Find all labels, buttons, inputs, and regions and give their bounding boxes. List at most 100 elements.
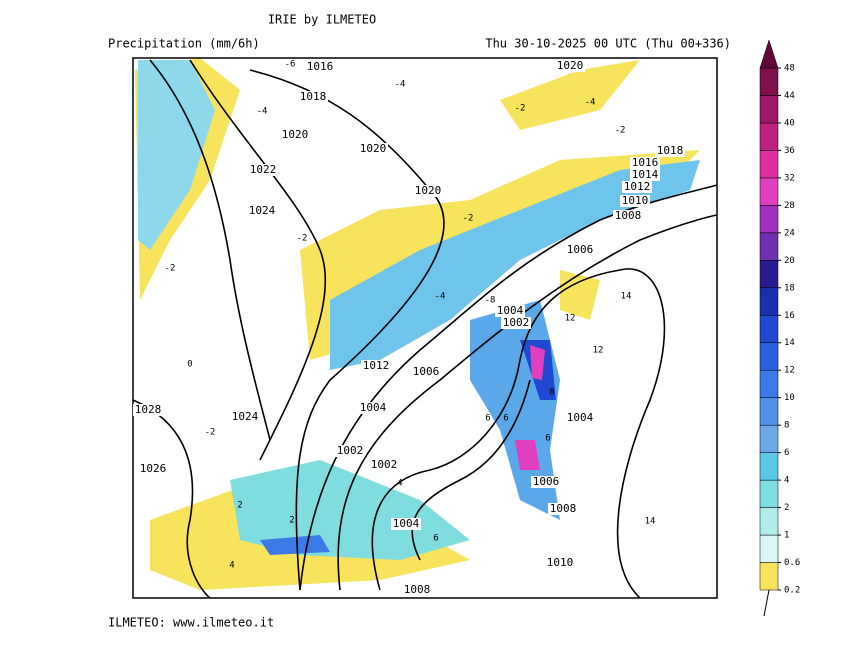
map	[132, 57, 718, 599]
label-bg	[630, 157, 660, 169]
label-bg	[305, 61, 335, 73]
label-bg	[495, 305, 525, 317]
isobar	[189, 59, 327, 461]
isobar-label: 1004	[360, 401, 387, 414]
colorbar-band	[759, 479, 779, 508]
contour-label: 4	[397, 479, 402, 489]
colorbar-label: 0.6	[784, 558, 800, 568]
contour-label: -4	[257, 107, 268, 117]
contour-label: 4	[229, 561, 234, 571]
colorbar-label: 20	[784, 256, 795, 266]
colorbar-label: 6	[784, 448, 789, 458]
isobar-label: 1004	[567, 411, 594, 424]
contour-label: 2	[237, 501, 242, 511]
isobar-label: 1018	[300, 90, 327, 103]
contour-label: -2	[615, 126, 626, 136]
isobar-label: 1004	[497, 304, 524, 317]
label-bg	[613, 210, 643, 222]
colorbar-band	[759, 232, 779, 261]
colorbar-band	[759, 452, 779, 481]
contour-label: 8	[549, 388, 554, 398]
map-frame	[132, 57, 718, 599]
isobar	[371, 268, 666, 599]
colorbar-label: 36	[784, 146, 795, 156]
colorbar-band	[759, 369, 779, 398]
label-bg	[545, 557, 575, 569]
isobar-label: 1004	[393, 517, 420, 530]
isobar-label: 1028	[135, 403, 162, 416]
label-bg	[501, 317, 531, 329]
colorbar-band	[759, 342, 779, 371]
colorbar-label: 1	[784, 531, 789, 541]
contour-label: 6	[503, 414, 508, 424]
contour-label: -6	[285, 60, 296, 70]
colorbar-label: 24	[784, 228, 795, 238]
isobar-label: 1012	[363, 359, 390, 372]
colorbar-label: 4	[784, 476, 789, 486]
isobar	[132, 399, 211, 599]
colorbar-label: 18	[784, 283, 795, 293]
colorbar-label: 0.2	[784, 586, 800, 596]
colorbar-band	[759, 205, 779, 234]
contour-label: 6	[433, 534, 438, 544]
label-bg	[138, 463, 168, 475]
isobar-label: 1002	[371, 458, 398, 471]
colorbar-band	[759, 122, 779, 151]
label-bg	[548, 503, 578, 515]
label-bg	[298, 91, 328, 103]
colorbar-label: 14	[784, 338, 795, 348]
colorbar-label: 10	[784, 393, 795, 403]
isobar-label: 1008	[550, 502, 577, 515]
contour-label: 14	[645, 517, 656, 527]
isobar-label: 1016	[307, 60, 334, 73]
credit: ILMETEO: www.ilmeteo.it	[108, 616, 274, 630]
label-bg	[358, 143, 388, 155]
label-bg	[413, 185, 443, 197]
colorbar-label: 48	[784, 64, 795, 74]
contour-label: 12	[565, 314, 576, 324]
label-bg	[369, 459, 399, 471]
precip-blue	[138, 60, 700, 560]
colorbar-label: 44	[784, 91, 795, 101]
contour-label: 6	[485, 414, 490, 424]
label-bg	[565, 412, 595, 424]
colorbar-band	[759, 424, 779, 453]
subtitle: Precipitation (mm/6h)	[108, 37, 260, 51]
label-bg	[361, 360, 391, 372]
contour-label: 12	[593, 346, 604, 356]
isobar-label: 1014	[632, 168, 659, 181]
label-bg	[622, 181, 652, 193]
isobar-label: 1002	[337, 444, 364, 457]
isobars	[132, 59, 718, 599]
label-bg	[248, 164, 278, 176]
contour-label: -4	[435, 292, 446, 302]
isobar-label: 1002	[503, 316, 530, 329]
isobar-label: 1006	[413, 365, 440, 378]
colorbar-label: 32	[784, 173, 795, 183]
contour-label: -2	[205, 428, 216, 438]
precip-area	[330, 160, 700, 370]
isobar-label: 1024	[232, 410, 259, 423]
contour-label: -2	[165, 264, 176, 274]
label-bg	[620, 195, 650, 207]
colorbar-label: 40	[784, 118, 795, 128]
label-bg	[565, 244, 595, 256]
isobar-label: 1020	[415, 184, 442, 197]
contour-label: 14	[621, 292, 632, 302]
precip-area	[230, 460, 470, 560]
run-time: Thu 30-10-2025 00 UTC (Thu 00+336)	[485, 37, 731, 51]
isobar	[299, 184, 718, 591]
colorbar-band	[759, 150, 779, 179]
label-bg	[531, 476, 561, 488]
isobar-label: 1026	[140, 462, 167, 475]
label-bg	[391, 518, 421, 530]
contour-label: 2	[289, 516, 294, 526]
colorbar-band	[759, 67, 779, 96]
title: IRIE by ILMETEO	[268, 13, 376, 27]
colorbar-band	[759, 315, 779, 343]
colorbar-band	[759, 177, 779, 206]
colorbar-band	[759, 562, 779, 591]
label-bg	[280, 129, 310, 141]
isobar-label: 1010	[547, 556, 574, 569]
